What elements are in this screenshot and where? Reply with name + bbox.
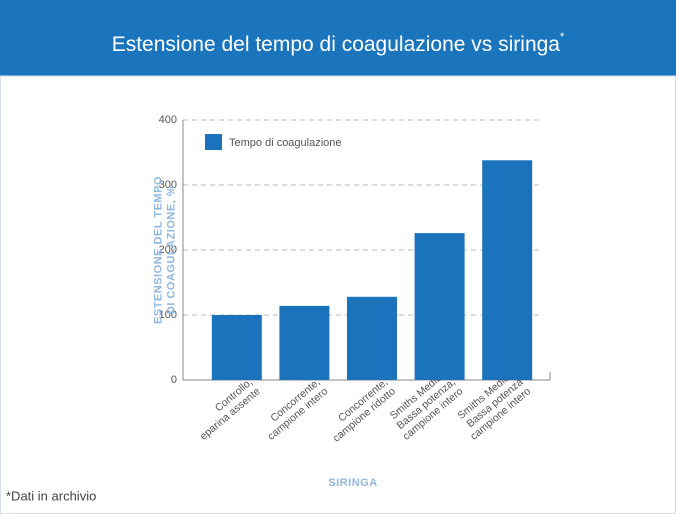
x-axis-title: SIRINGA <box>328 477 377 489</box>
bar <box>279 305 330 380</box>
bar <box>211 315 262 380</box>
y-axis-title: ESTENSIONE DEL TEMPODI COAGULAZIONE, % <box>152 176 177 324</box>
footnote: *Dati in archivio <box>6 488 96 503</box>
bar <box>347 296 397 380</box>
y-tick-label: 0 <box>171 374 177 386</box>
x-tick-label: Concorrente,campione ridotto <box>323 376 398 444</box>
bar <box>482 160 533 380</box>
legend-swatch <box>205 134 222 150</box>
y-tick-label: 200 <box>159 244 177 256</box>
y-tick-label: 400 <box>159 114 177 126</box>
y-tick-label: 100 <box>159 309 177 321</box>
bar <box>414 233 465 380</box>
x-tick-label: Concorrente,campione intero <box>257 376 330 443</box>
y-axis-title-line: ESTENSIONE DEL TEMPO <box>152 176 164 324</box>
y-tick-label: 300 <box>159 179 177 191</box>
y-axis-title-line: DI COAGULAZIONE, % <box>165 186 177 314</box>
chart-title: Estensione del tempo di coagulazione vs … <box>112 31 565 56</box>
legend-label: Tempo di coagulazione <box>229 137 342 149</box>
header <box>0 0 676 76</box>
x-tick-label: Controllo,eparina assente <box>190 376 263 443</box>
